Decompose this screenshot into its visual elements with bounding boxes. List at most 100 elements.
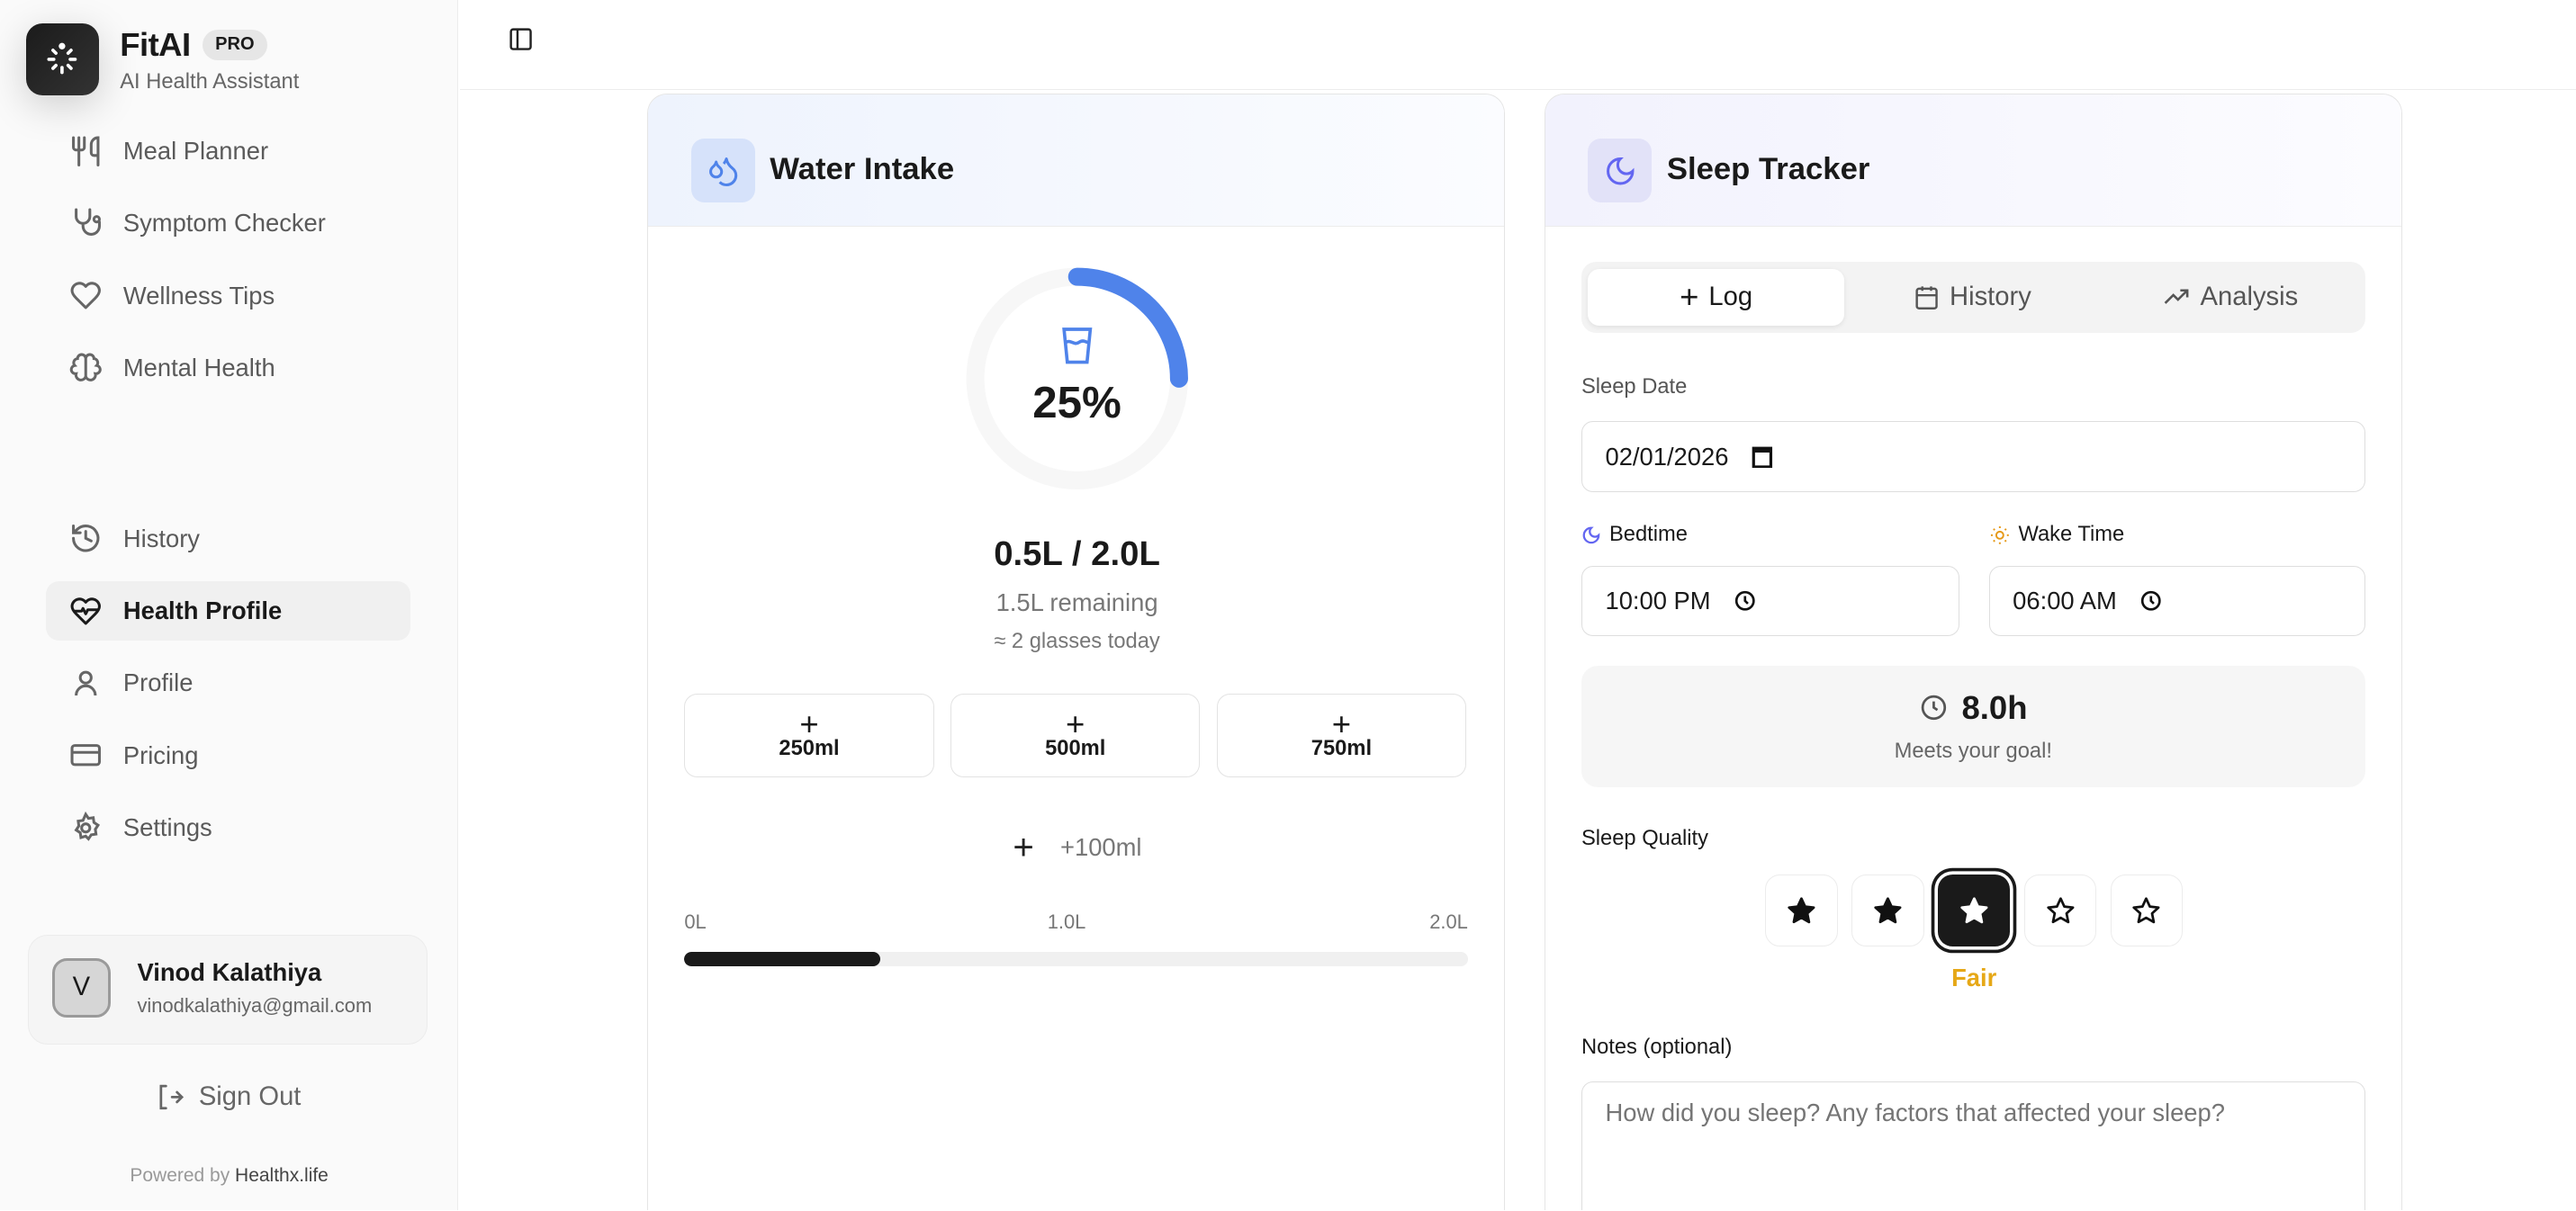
tab-log[interactable]: + Log bbox=[1588, 268, 1844, 327]
water-glasses: ≈ 2 glasses today bbox=[994, 630, 1160, 654]
notes-textarea[interactable] bbox=[1581, 1081, 2365, 1211]
plus-icon: + bbox=[1331, 704, 1352, 742]
wake-time-value: 06:00 AM bbox=[2013, 587, 2117, 615]
sidebar-item-mental-health[interactable]: Mental Health bbox=[46, 338, 410, 398]
clock-icon bbox=[1921, 695, 1947, 721]
sidebar-item-label: Health Profile bbox=[122, 596, 283, 624]
water-percent: 25% bbox=[1032, 377, 1121, 427]
water-icon-box bbox=[690, 139, 755, 203]
button-label: 250ml bbox=[779, 736, 840, 760]
date-value: 02/01/2026 bbox=[1605, 442, 1729, 471]
water-title: Water Intake bbox=[770, 151, 955, 186]
tab-label: History bbox=[1950, 282, 2031, 311]
droplets-icon bbox=[708, 157, 738, 186]
sidebar-item-history[interactable]: History bbox=[46, 509, 410, 569]
heart-pulse-icon bbox=[70, 597, 101, 625]
sleep-date-input[interactable]: 02/01/2026 bbox=[1581, 421, 2365, 492]
custom-amount-label: +100ml bbox=[1060, 833, 1142, 862]
duration-note: Meets your goal! bbox=[1894, 740, 2052, 764]
wake-time-label-text: Wake Time bbox=[2018, 523, 2125, 547]
clock-icon[interactable] bbox=[2139, 589, 2163, 613]
sleep-quality-text: Fair bbox=[1951, 963, 1997, 991]
utensils-icon bbox=[71, 136, 100, 166]
bedtime-label: Bedtime bbox=[1581, 523, 1688, 547]
sidebar-item-health-profile[interactable]: Health Profile bbox=[46, 581, 411, 641]
stethoscope-icon bbox=[74, 208, 101, 236]
plus-icon: + bbox=[1680, 278, 1699, 316]
sleep-tracker-card: Sleep Tracker + Log History Analysis Slee… bbox=[1544, 94, 2402, 1211]
powered-by-brand[interactable]: Healthx.life bbox=[235, 1165, 329, 1187]
bedtime-label-text: Bedtime bbox=[1608, 523, 1688, 547]
avatar: V bbox=[51, 958, 112, 1018]
water-amount: 0.5L / 2.0L bbox=[994, 534, 1160, 574]
tab-label: Log bbox=[1708, 282, 1753, 311]
user-email: vinodkalathiya@gmail.com bbox=[137, 994, 373, 1018]
app-tagline: AI Health Assistant bbox=[120, 70, 300, 94]
star-rating-2[interactable] bbox=[1851, 875, 1924, 947]
scale-max: 2.0L bbox=[1429, 910, 1468, 934]
sidebar-item-label: Settings bbox=[122, 812, 212, 841]
water-progress-bar bbox=[684, 951, 1468, 967]
star-rating-4[interactable] bbox=[2023, 875, 2097, 947]
calendar-picker-icon[interactable] bbox=[1752, 445, 1773, 469]
sleep-duration: 8.0h bbox=[1581, 689, 2365, 727]
sidebar-item-label: Mental Health bbox=[122, 353, 275, 381]
gear-icon bbox=[74, 811, 100, 841]
moon-icon bbox=[1606, 157, 1635, 185]
tab-history[interactable]: History bbox=[1844, 269, 2101, 327]
bedtime-value: 10:00 PM bbox=[1605, 587, 1711, 615]
sidebar-item-symptom-checker[interactable]: Symptom Checker bbox=[46, 193, 410, 253]
add-750ml-button[interactable]: +750ml bbox=[1216, 694, 1467, 778]
scale-min: 0L bbox=[684, 910, 707, 934]
app-name: FitAI bbox=[120, 26, 191, 64]
history-icon bbox=[71, 525, 100, 552]
star-rating-5[interactable] bbox=[2110, 875, 2183, 947]
credit-card-icon bbox=[70, 744, 101, 767]
scale-mid: 1.0L bbox=[1047, 910, 1086, 934]
powered-by: Powered by Healthx.life bbox=[0, 1164, 458, 1188]
water-progress-ring bbox=[966, 267, 1188, 489]
sun-icon bbox=[1990, 526, 2009, 544]
duration-value: 8.0h bbox=[1961, 688, 2028, 726]
add-custom-button[interactable]: + +100ml bbox=[1013, 827, 1141, 868]
sign-out-button[interactable]: Sign Out bbox=[155, 1082, 301, 1112]
wake-time-input[interactable]: 06:00 AM bbox=[1988, 565, 2365, 637]
calendar-icon bbox=[1915, 286, 1938, 309]
moon-icon bbox=[1582, 526, 1600, 544]
add-500ml-button[interactable]: +500ml bbox=[950, 694, 1201, 778]
sleep-quality-label: Sleep Quality bbox=[1581, 827, 1709, 851]
log-out-icon bbox=[159, 1084, 184, 1110]
bedtime-input[interactable]: 10:00 PM bbox=[1581, 565, 1959, 637]
sidebar-toggle-icon[interactable] bbox=[508, 26, 534, 52]
sidebar-item-pricing[interactable]: Pricing bbox=[46, 726, 410, 785]
button-label: 500ml bbox=[1045, 736, 1106, 760]
user-name: Vinod Kalathiya bbox=[137, 958, 322, 987]
sidebar-item-meal-planner[interactable]: Meal Planner bbox=[46, 121, 410, 181]
user-icon bbox=[74, 670, 97, 696]
user-card[interactable]: V Vinod Kalathiya vinodkalathiya@gmail.c… bbox=[28, 934, 428, 1045]
star-rating-3[interactable] bbox=[1938, 875, 2011, 947]
glass-icon bbox=[1061, 327, 1093, 364]
button-label: 750ml bbox=[1311, 736, 1373, 760]
clock-icon[interactable] bbox=[1734, 589, 1757, 613]
star-icon bbox=[2132, 897, 2160, 924]
sidebar-item-settings[interactable]: Settings bbox=[46, 798, 410, 857]
sleep-tabs: + Log History Analysis bbox=[1581, 262, 2365, 333]
star-icon bbox=[1960, 897, 1988, 924]
powered-by-text: Powered by bbox=[130, 1165, 230, 1187]
add-250ml-button[interactable]: +250ml bbox=[684, 694, 934, 778]
top-bar bbox=[460, 0, 2576, 90]
tab-analysis[interactable]: Analysis bbox=[2103, 269, 2359, 327]
star-icon bbox=[1788, 897, 1815, 924]
water-intake-card: Water Intake 25% 0.5L / 2.0L 1.5L remain… bbox=[647, 94, 1505, 1211]
sidebar: FitAI PRO AI Health Assistant Meal Plann… bbox=[0, 0, 459, 1211]
water-card-header: Water Intake bbox=[648, 94, 1504, 228]
plus-icon: + bbox=[1066, 704, 1085, 742]
star-rating-1[interactable] bbox=[1765, 875, 1838, 947]
water-progress-fill bbox=[684, 951, 880, 967]
sidebar-item-profile[interactable]: Profile bbox=[46, 653, 410, 713]
sidebar-item-label: Symptom Checker bbox=[122, 209, 326, 238]
sidebar-item-wellness-tips[interactable]: Wellness Tips bbox=[46, 266, 410, 326]
app-logo[interactable] bbox=[26, 22, 99, 95]
star-icon bbox=[1874, 897, 1902, 924]
